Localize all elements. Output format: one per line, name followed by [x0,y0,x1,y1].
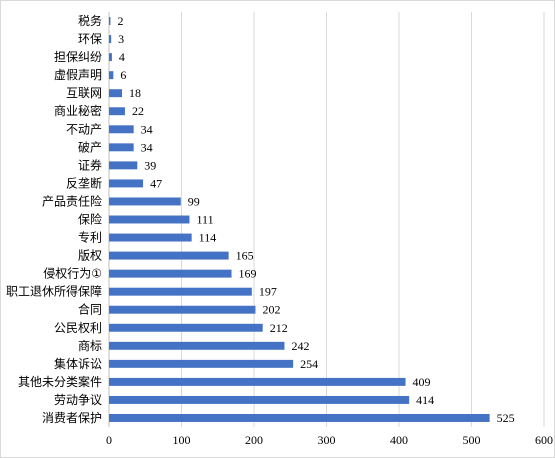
value-label: 202 [262,303,280,317]
bar [109,197,181,206]
category-label: 侵权行为① [43,266,102,281]
bar [109,233,192,242]
x-tick-label: 0 [106,433,112,447]
value-label: 111 [196,213,213,227]
category-label: 商标 [78,338,102,353]
bar [109,53,112,62]
bar [109,323,263,332]
category-label: 证券 [78,157,102,172]
bar [109,143,134,152]
category-label: 税务 [78,13,102,28]
bar [109,377,406,386]
bar [109,107,125,116]
value-label: 22 [132,104,144,118]
bar [109,269,232,278]
value-label: 254 [300,357,318,371]
value-label: 47 [150,176,162,190]
bar [109,35,112,44]
bar [109,17,111,25]
x-tick-label: 300 [318,433,336,447]
x-tick-label: 200 [245,433,263,447]
value-label: 39 [144,158,156,172]
bar [109,287,252,296]
category-label: 合同 [78,302,102,317]
bar [109,161,138,170]
bar [109,89,123,98]
value-label: 169 [239,267,257,281]
category-label: 专利 [78,230,102,245]
category-label: 保险 [78,212,102,227]
category-label: 消费者保护 [42,411,102,425]
x-tick-label: 600 [535,433,553,447]
value-label: 99 [188,194,200,208]
bar [109,179,144,188]
category-label: 版权 [78,249,102,263]
bar [109,395,410,404]
category-label: 担保纠纷 [54,50,102,64]
value-label: 3 [118,32,124,46]
value-label: 197 [259,285,277,299]
value-label: 212 [270,321,288,335]
value-label: 114 [199,231,217,245]
value-label: 4 [119,50,125,64]
bar [109,71,114,80]
value-label: 242 [291,339,309,353]
category-label: 公民权利 [54,321,102,335]
bar [109,359,294,368]
bar [109,251,229,260]
category-label: 互联网 [66,86,102,100]
value-label: 34 [141,140,153,154]
category-label: 破产 [78,139,102,154]
category-label: 其他未分类案件 [18,374,102,389]
bar [109,215,190,224]
value-label: 6 [120,68,126,82]
category-label: 产品责任险 [42,193,102,208]
category-label: 虚假声明 [54,68,102,82]
bar [109,125,134,134]
value-label: 414 [416,393,434,407]
value-label: 165 [236,249,254,263]
category-label: 环保 [78,32,102,46]
bar [109,305,256,314]
value-label: 525 [497,411,515,425]
category-label: 不动产 [66,122,102,136]
category-label: 职工退休所得保障 [6,284,102,299]
value-label: 34 [141,122,153,136]
category-label: 商业秘密 [54,103,102,118]
category-label: 劳动争议 [54,393,102,407]
value-label: 409 [413,375,431,389]
category-label: 集体诉讼 [54,356,102,371]
bar [109,341,285,350]
category-label: 反垄断 [66,175,102,190]
x-tick-label: 400 [390,433,408,447]
value-label: 18 [129,86,141,100]
x-tick-label: 100 [173,433,191,447]
x-tick-label: 500 [463,433,481,447]
bar [109,414,490,422]
value-label: 2 [117,14,123,28]
